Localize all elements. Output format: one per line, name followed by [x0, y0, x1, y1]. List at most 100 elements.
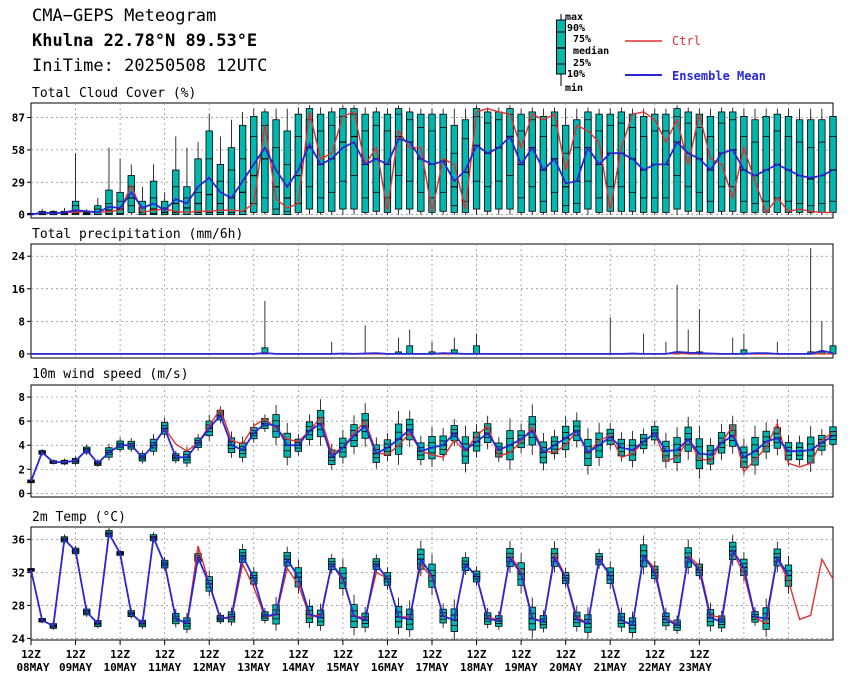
ensemble-box [105, 147, 113, 216]
x-tick-date: 10MAY [104, 661, 137, 674]
ensemble-box [328, 107, 336, 215]
chart-title: CMA−GEPS Meteogram [32, 6, 217, 26]
x-tick-hour: 12Z [600, 648, 620, 661]
y-tick-label: 58 [12, 144, 25, 157]
precipitation-title: Total precipitation (mm/6h) [32, 227, 243, 242]
ensemble-box [784, 108, 793, 215]
ensemble-box [238, 111, 247, 216]
temperature-panel: 2m Temp (°C) 24 28 32 36 [12, 510, 834, 645]
ensemble-box [484, 107, 492, 215]
ensemble-box [216, 136, 225, 216]
box-p25-p75 [484, 122, 492, 188]
x-tick-date: 20MAY [549, 661, 582, 674]
box-p25-p75 [216, 180, 225, 213]
box-p25-p75 [205, 158, 213, 213]
ensemble-box [528, 107, 536, 215]
ensemble-mean-line [30, 134, 834, 216]
y-tick-label: 24 [12, 250, 26, 263]
box-p25-p75 [161, 207, 169, 216]
y-tick-label: 0 [18, 487, 25, 500]
ensemble-box [573, 108, 581, 215]
x-tick-date: 08MAY [16, 661, 49, 674]
y-tick-label: 8 [18, 391, 25, 404]
y-tick-label: 0 [18, 209, 25, 222]
legend-p75-label: 75% [573, 34, 591, 45]
y-tick-label: 36 [12, 533, 26, 546]
box-p25-p75 [584, 119, 592, 182]
y-tick-label: 8 [18, 315, 25, 328]
box-p25-p75 [795, 141, 804, 204]
location-label: Khulna 22.78°N 89.53°E [32, 31, 258, 51]
box-p25-p75 [818, 141, 826, 204]
box-p10-p90 [105, 189, 113, 216]
ensemble-box [639, 108, 648, 215]
y-tick-label: 87 [12, 112, 25, 125]
box-p25-p75 [729, 119, 737, 188]
x-tick-date: 13MAY [237, 661, 270, 674]
box-p25-p75 [194, 191, 202, 213]
ensemble-box [394, 105, 403, 215]
box-p25-p75 [495, 119, 503, 182]
ensemble-box [606, 108, 614, 215]
legend-mean-label: Ensemble Mean [672, 69, 766, 83]
ensemble-box [149, 164, 158, 216]
x-tick-hour: 12Z [378, 648, 398, 661]
legend-p10-label: 10% [567, 69, 585, 80]
box-p25-p75 [573, 147, 581, 204]
init-time-label: IniTime: 20250508 12UTC [32, 56, 268, 76]
ensemble-box [205, 114, 213, 216]
ensemble-box [762, 108, 770, 215]
y-tick-label: 32 [12, 566, 25, 579]
legend: max 90% 75% median 25% 10% min Ctrl Ense… [556, 12, 766, 92]
ensemble-mean-line [30, 530, 790, 628]
x-tick-hour: 12Z [556, 648, 576, 661]
ensemble-box [740, 108, 748, 215]
y-tick-label: 29 [12, 176, 25, 189]
wind-speed-title: 10m wind speed (m/s) [32, 367, 189, 382]
x-tick-hour: 12Z [21, 648, 41, 661]
ensemble-mean-line [30, 413, 834, 482]
ensemble-box [183, 147, 191, 216]
ensemble-box [172, 136, 180, 216]
box-p25-p75 [717, 122, 726, 188]
y-tick-label: 0 [18, 348, 25, 361]
ensemble-box [717, 107, 726, 215]
x-tick-hour: 12Z [645, 648, 665, 661]
ensemble-box [706, 108, 715, 215]
x-tick-hour: 12Z [511, 648, 531, 661]
ensemble-box [506, 105, 514, 215]
ensemble-box [807, 108, 815, 215]
x-tick-date: 21MAY [594, 661, 627, 674]
x-tick-date: 18MAY [460, 661, 493, 674]
ensemble-box [261, 108, 269, 215]
x-tick-hour: 12Z [288, 648, 308, 661]
box-p25-p75 [227, 169, 236, 213]
x-tick-date: 14MAY [282, 661, 315, 674]
legend-p90-label: 90% [567, 23, 585, 34]
legend-p25-label: 25% [573, 58, 591, 69]
ensemble-box [194, 142, 202, 216]
x-tick-hour: 12Z [689, 648, 709, 661]
x-tick-date: 12MAY [193, 661, 226, 674]
y-tick-label: 24 [12, 632, 26, 645]
ensemble-box [539, 108, 548, 215]
y-tick-label: 4 [18, 439, 25, 452]
x-tick-hour: 12Z [110, 648, 130, 661]
ensemble-box [829, 419, 837, 451]
x-tick-date: 15MAY [326, 661, 359, 674]
legend-min-label: min [565, 82, 583, 92]
x-tick-date: 11MAY [148, 661, 181, 674]
box-p25-p75 [562, 152, 570, 207]
x-tick-hour: 12Z [244, 648, 264, 661]
ensemble-box [673, 105, 681, 215]
precipitation-panel: Total precipitation (mm/6h) 0 8 16 24 [12, 227, 837, 361]
legend-box-sample [556, 14, 566, 86]
y-tick-label: 2 [18, 463, 25, 476]
x-tick-date: 19MAY [505, 661, 538, 674]
box-p25-p75 [406, 119, 414, 182]
precip-box [473, 345, 480, 355]
ensemble-box [751, 108, 759, 215]
ensemble-box [283, 108, 291, 216]
y-tick-label: 16 [12, 283, 26, 296]
